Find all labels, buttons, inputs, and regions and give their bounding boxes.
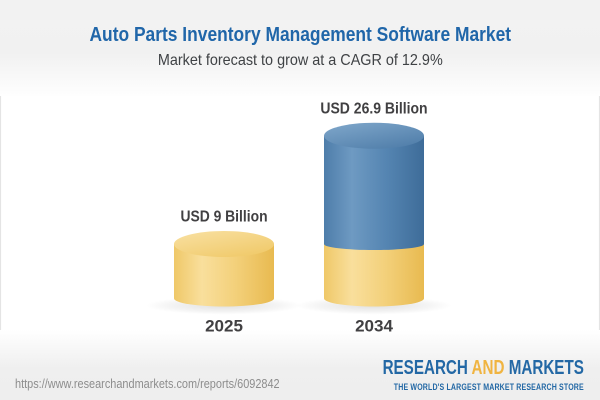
logo-wordmark: RESEARCH AND MARKETS <box>382 357 584 379</box>
bar-category-2034: 2034 <box>355 317 393 336</box>
source-url[interactable]: https://www.researchandmarkets.com/repor… <box>15 376 280 391</box>
cylinder-top <box>174 231 274 258</box>
cylinder-segment-blue <box>324 135 424 251</box>
cylinder-bar-chart: USD 9 Billion USD 26.9 Billion 2025 2034 <box>146 100 452 336</box>
cylinder-segment-yellow <box>174 244 274 307</box>
page-subtitle: Market forecast to grow at a CAGR of 12.… <box>157 52 443 69</box>
page-title: Auto Parts Inventory Management Software… <box>89 24 511 46</box>
header-band <box>0 0 600 96</box>
logo-tagline: THE WORLD'S LARGEST MARKET RESEARCH STOR… <box>393 382 584 392</box>
bar-value-label-2034: USD 26.9 Billion <box>320 100 427 117</box>
bar-value-label-2025: USD 9 Billion <box>180 209 267 226</box>
cylinder-segment-yellow <box>324 244 424 307</box>
footer-band <box>0 330 600 400</box>
bar-category-2025: 2025 <box>205 317 243 336</box>
research-and-markets-logo[interactable]: RESEARCH AND MARKETS THE WORLD'S LARGEST… <box>319 357 584 392</box>
cylinder-top <box>324 122 424 149</box>
